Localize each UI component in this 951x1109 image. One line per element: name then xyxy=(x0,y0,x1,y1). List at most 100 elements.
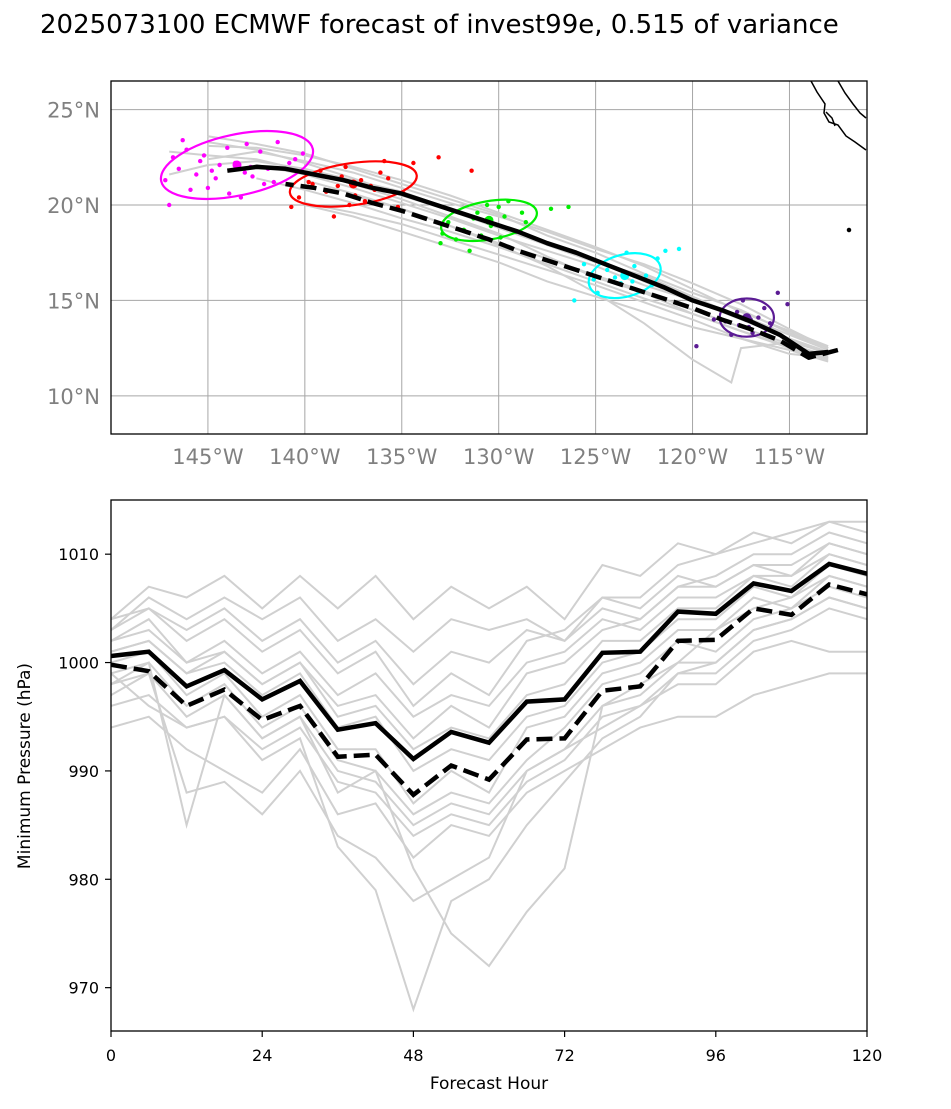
map-uncertainty-ellipses xyxy=(159,129,776,338)
member-position-point xyxy=(785,302,790,307)
member-position-point xyxy=(676,246,682,252)
member-position-point xyxy=(605,267,610,273)
map-x-tick-label: 140°W xyxy=(269,445,341,469)
member-position-point xyxy=(475,210,480,215)
member-position-point xyxy=(176,166,181,171)
coastline-north xyxy=(837,81,867,119)
member-position-point xyxy=(411,160,416,166)
member-position-point xyxy=(310,181,315,187)
ensemble-track xyxy=(256,177,829,361)
member-position-point xyxy=(581,262,587,267)
member-position-point xyxy=(612,275,618,280)
ensemble-track xyxy=(304,202,829,359)
pressure-main-lines xyxy=(111,561,867,798)
pressure-ticks: 0 24 48 72 96 120 970 980 990 1000 1010 xyxy=(58,545,882,1065)
pressure-frame xyxy=(110,499,868,1032)
ensemble-pressure-line xyxy=(111,553,867,718)
member-position-point xyxy=(762,305,767,311)
member-position-point xyxy=(306,179,311,185)
member-position-point xyxy=(484,202,490,208)
ensemble-pressure-line xyxy=(111,596,867,827)
member-position-point xyxy=(548,206,554,211)
member-position-point xyxy=(250,174,255,179)
member-position-point xyxy=(502,214,507,219)
map-x-tick-label: 115°W xyxy=(754,445,826,469)
map-y-tick-label: 25°N xyxy=(47,99,100,123)
member-position-point xyxy=(566,204,571,210)
member-position-point xyxy=(289,204,294,210)
member-position-point xyxy=(296,195,302,200)
coastline-gulf xyxy=(825,111,836,127)
pressure-y-tick-label: 990 xyxy=(68,762,99,781)
map-tick-labels: 145°W 140°W 135°W 130°W 125°W 120°W 115°W 10°N 1… xyxy=(47,99,825,469)
member-position-point xyxy=(630,279,635,284)
member-position-point xyxy=(335,183,340,189)
map-x-tick-label: 130°W xyxy=(463,445,535,469)
member-position-point xyxy=(225,145,230,150)
ensemble-pressure-line xyxy=(111,520,867,708)
member-position-point xyxy=(163,178,168,183)
member-position-point xyxy=(386,176,391,181)
pressure-y-tick-label: 1010 xyxy=(58,545,99,564)
map-y-tick-label: 10°N xyxy=(47,385,100,409)
member-position-point xyxy=(643,273,649,278)
island-marker xyxy=(846,227,852,233)
member-position-point xyxy=(572,298,577,303)
member-position-point xyxy=(694,344,699,349)
member-position-point xyxy=(271,179,276,185)
member-position-point xyxy=(180,138,185,143)
member-position-point xyxy=(467,248,472,253)
member-position-point xyxy=(632,263,637,269)
member-position-point xyxy=(436,155,441,160)
member-position-point xyxy=(227,191,232,196)
member-position-point xyxy=(378,170,383,175)
map-x-tick-label: 125°W xyxy=(560,445,632,469)
ensemble-pressure-line xyxy=(111,553,867,751)
pressure-x-tick-label: 72 xyxy=(554,1046,574,1065)
pressure-x-tick-label: 96 xyxy=(706,1046,726,1065)
member-position-point xyxy=(167,202,172,208)
member-position-point xyxy=(734,309,740,315)
ensemble-pressure-line xyxy=(111,607,867,838)
pressure-y-tick-label: 1000 xyxy=(58,654,99,673)
coastline-baja xyxy=(810,81,867,151)
ensemble-pressure-line xyxy=(111,672,867,860)
member-position-point xyxy=(775,290,780,295)
map-y-tick-label: 15°N xyxy=(47,289,100,313)
map-x-tick-label: 120°W xyxy=(657,445,729,469)
map-x-tick-label: 135°W xyxy=(366,445,438,469)
uncertainty-ellipse xyxy=(587,252,662,300)
member-position-point xyxy=(205,185,211,191)
member-position-point xyxy=(287,160,292,166)
mean-track-solid xyxy=(227,164,829,357)
member-position-point xyxy=(711,317,717,322)
pressure-x-tick-label: 24 xyxy=(252,1046,272,1065)
map-plot-area xyxy=(111,81,867,434)
pressure-plot-area xyxy=(111,500,867,1031)
pressure-ensemble-lines xyxy=(111,520,867,1013)
ensemble-pressure-line xyxy=(111,639,867,903)
member-position-point xyxy=(331,214,337,219)
member-position-point xyxy=(261,181,267,187)
member-position-point xyxy=(213,176,218,181)
map-frame xyxy=(110,80,868,435)
member-position-point xyxy=(343,164,348,170)
uncertainty-ellipse xyxy=(288,160,418,208)
member-position-point xyxy=(194,172,199,177)
pressure-x-tick-label: 120 xyxy=(852,1046,883,1065)
member-position-point xyxy=(293,157,298,162)
pressure-x-axis-label: Forecast Hour xyxy=(430,1074,548,1094)
member-position-point xyxy=(469,168,474,173)
mean-pressure-line-solid xyxy=(111,561,867,762)
member-position-point xyxy=(258,149,263,154)
control-track-dashed xyxy=(285,181,839,360)
member-position-point xyxy=(275,139,280,145)
map-x-tick-label: 145°W xyxy=(172,445,244,469)
member-position-point xyxy=(523,220,528,225)
member-position-point xyxy=(244,141,249,147)
member-position-point xyxy=(188,187,193,192)
member-position-point xyxy=(519,210,525,215)
member-position-point xyxy=(209,168,214,173)
pressure-y-tick-label: 970 xyxy=(68,979,99,998)
